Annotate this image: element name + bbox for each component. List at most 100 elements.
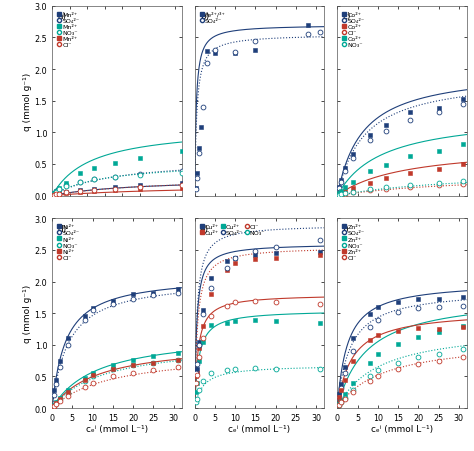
Legend: Fe²⁺/³⁺, SO₄²⁻: Fe²⁺/³⁺, SO₄²⁻	[199, 12, 226, 25]
Point	[81, 383, 88, 390]
Point	[336, 192, 343, 199]
Point	[89, 372, 96, 379]
Point	[406, 153, 414, 161]
Point	[459, 294, 466, 301]
Point	[195, 338, 202, 345]
Point	[366, 133, 374, 140]
Point	[129, 357, 137, 364]
Y-axis label: q (mmol g⁻¹): q (mmol g⁻¹)	[23, 285, 32, 343]
Point	[193, 372, 201, 379]
Point	[52, 191, 59, 198]
Point	[111, 187, 119, 194]
Point	[366, 169, 374, 176]
Point	[50, 192, 58, 199]
Point	[366, 186, 374, 193]
Point	[136, 155, 144, 162]
Point	[174, 290, 182, 297]
Point	[150, 359, 157, 366]
Point	[193, 175, 201, 182]
Point	[63, 180, 70, 187]
Point	[178, 148, 185, 156]
X-axis label: cₑⁱ (mmol L⁻¹): cₑⁱ (mmol L⁻¹)	[228, 424, 291, 433]
Point	[192, 389, 200, 396]
Point	[394, 327, 402, 335]
Point	[336, 401, 343, 409]
Point	[63, 182, 70, 189]
Point	[394, 359, 402, 366]
Point	[81, 378, 88, 385]
Point	[109, 365, 117, 373]
Point	[337, 397, 345, 404]
Point	[64, 392, 72, 400]
Point	[150, 353, 157, 360]
Point	[150, 359, 157, 366]
Point	[366, 378, 374, 385]
Point	[459, 302, 466, 309]
Point	[272, 318, 280, 325]
Point	[174, 286, 182, 293]
Point	[414, 305, 422, 312]
Point	[53, 401, 60, 408]
Point	[317, 249, 324, 256]
Point	[174, 364, 182, 371]
Point	[336, 391, 343, 398]
Point	[136, 182, 144, 189]
Point	[192, 185, 200, 192]
Point	[252, 297, 259, 304]
Point	[111, 185, 119, 193]
Point	[192, 186, 200, 193]
Point	[64, 389, 72, 396]
Point	[81, 374, 88, 382]
Point	[195, 354, 202, 361]
Point	[252, 365, 259, 372]
Point	[342, 395, 349, 402]
Point	[337, 387, 345, 394]
Text: c): c)	[342, 13, 351, 22]
Point	[459, 354, 466, 361]
Point	[336, 393, 343, 400]
Point	[435, 304, 442, 311]
Point	[252, 38, 259, 45]
Point	[53, 381, 60, 388]
Point	[207, 291, 215, 298]
Point	[109, 297, 117, 304]
Point	[406, 117, 414, 124]
Point	[336, 185, 343, 192]
Point	[223, 302, 231, 309]
Point	[55, 185, 63, 192]
Point	[459, 161, 466, 168]
Point	[192, 398, 200, 405]
Point	[136, 172, 144, 179]
Point	[192, 370, 200, 377]
Point	[91, 185, 98, 193]
Legend: Cu²⁺, Cu²⁺, Cu²⁺, SO₄²⁻, Cl⁻, NO₃⁻: Cu²⁺, Cu²⁺, Cu²⁺, SO₄²⁻, Cl⁻, NO₃⁻	[199, 224, 266, 237]
Point	[193, 395, 201, 402]
Point	[56, 357, 64, 364]
Point	[223, 258, 231, 265]
Y-axis label: q (mmol g⁻¹): q (mmol g⁻¹)	[23, 72, 32, 130]
Point	[459, 178, 466, 185]
Point	[366, 359, 374, 366]
Point	[414, 354, 422, 361]
Point	[272, 254, 280, 262]
Point	[342, 188, 349, 195]
Point	[350, 155, 357, 162]
Point	[56, 396, 64, 403]
Point	[53, 400, 60, 407]
Point	[337, 190, 345, 197]
Point	[350, 387, 357, 394]
Point	[63, 183, 70, 190]
Point	[231, 49, 239, 56]
Point	[199, 335, 207, 342]
Text: e): e)	[200, 225, 209, 234]
Point	[211, 51, 219, 58]
Point	[52, 189, 59, 196]
Point	[193, 370, 201, 377]
Point	[207, 285, 215, 292]
Point	[435, 180, 442, 187]
Point	[337, 191, 345, 198]
Point	[336, 184, 343, 191]
Point	[336, 190, 343, 197]
Point	[272, 244, 280, 251]
Point	[111, 174, 119, 181]
